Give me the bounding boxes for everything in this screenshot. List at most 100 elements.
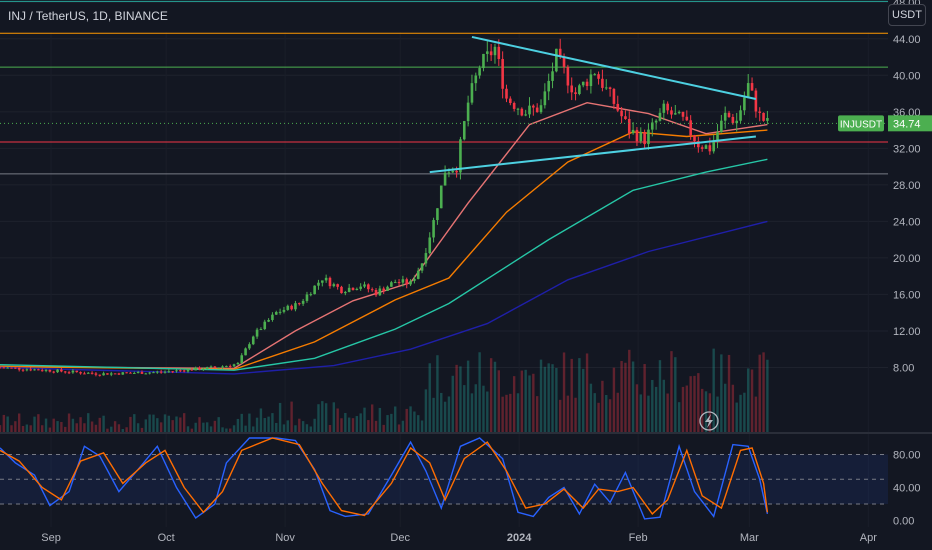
candle-body [271,314,274,320]
volume-bar [317,404,320,433]
candle-body [290,305,293,310]
candle-body [351,287,355,291]
candle-body [317,282,320,286]
lightning-icon[interactable] [699,411,719,431]
volume-bar [294,425,297,433]
volume-bar [275,422,278,433]
stoch-y-tick-label: 80.00 [893,450,921,462]
volume-bar [301,421,305,433]
candle-body [98,374,102,376]
candle-body [313,285,316,295]
volume-bar [252,426,255,433]
volume-bar [466,360,470,433]
candle-body [416,270,420,279]
triangle-upper-trendline[interactable] [471,35,757,101]
volume-bar [432,397,435,433]
candle-body [539,105,543,113]
candle-body [697,141,700,148]
volume-bar [87,413,90,433]
candle-body [83,373,86,375]
candle-body [700,147,704,149]
candle-body [424,253,428,264]
candle-body [428,237,432,254]
candle-body [731,116,735,124]
volume-bar [670,351,673,433]
volume-bar [631,361,635,433]
volume-bar [336,408,339,433]
stoch-k-line[interactable] [0,437,769,520]
volume-bar [367,420,370,433]
volume-bar [98,417,101,433]
volume-bar [236,418,240,433]
volume-bar [662,379,666,433]
price-label [888,115,932,132]
currency-button[interactable]: USDT [888,4,926,26]
candle-body [363,284,366,287]
y-tick-label: 44.00 [893,34,921,46]
volume-bar [60,421,63,433]
triangle-lower-trendline[interactable] [429,135,756,174]
volume-bar [351,418,355,433]
volume-bar [48,427,52,433]
volume-bar [700,388,704,433]
candle-body [144,373,148,375]
volume-bar [505,394,508,433]
candle-body [650,122,654,130]
candle-body [186,369,190,372]
volume-bar [516,393,520,433]
volume-bar [271,413,274,433]
candle-body [439,185,443,209]
candle-body [236,363,240,365]
candle-body [129,372,132,374]
volume-bar [25,424,29,433]
volume-bar [405,408,408,433]
volume-bar [386,415,389,433]
volume-bar [290,401,293,433]
candle-body [244,348,247,356]
volume-bar [140,427,144,433]
volume-bar [79,417,82,433]
candle-body [754,90,758,112]
moving-average-line[interactable] [0,101,768,370]
volume-bar [328,424,332,433]
volume-bar [608,399,612,433]
volume-bar [355,416,359,433]
candle-body [689,120,692,136]
volume-bar [370,404,374,433]
candle-body [301,300,305,304]
volume-bar [666,393,669,433]
moving-average-line[interactable] [0,158,768,371]
volume-bar [2,414,6,433]
candle-body [198,367,201,370]
candle-body [562,56,566,67]
volume-bar [758,354,761,433]
candle-body [413,278,416,281]
candle-body [274,312,278,315]
moving-average-line[interactable] [0,129,768,371]
candle-body [543,91,547,106]
stoch-y-tick-label: 40.00 [893,483,921,495]
volume-bar [382,424,385,433]
moving-average-line[interactable] [0,220,768,375]
candle-body [263,321,267,330]
volume-bar [762,352,765,433]
candle-body [470,83,474,103]
volume-bar [528,375,531,433]
volume-bar [347,417,351,433]
candle-body [14,367,17,369]
candle-body [462,121,466,140]
y-tick-label: 40.00 [893,70,921,82]
candle-body [294,303,297,310]
volume-bar [459,366,462,433]
candle-body [52,371,56,373]
volume-bar [417,415,420,433]
x-tick-label: Sep [41,532,61,544]
volume-bar [574,397,577,433]
stoch-d-line[interactable] [0,437,769,517]
volume-bar [313,418,316,433]
volume-bar [378,407,382,433]
candle-body [355,288,359,291]
volume-bar [451,375,454,433]
volume-bar [547,363,550,433]
